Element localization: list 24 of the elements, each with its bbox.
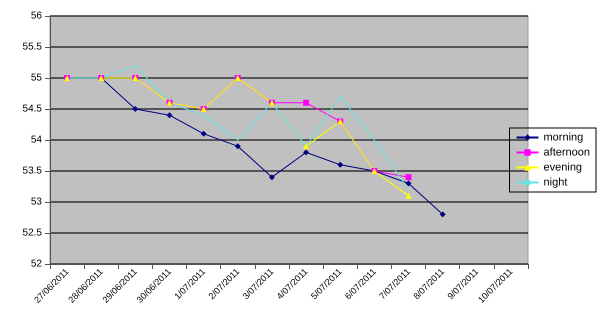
legend-label: morning [544,132,584,144]
legend-label: afternoon [544,146,590,158]
point [200,130,207,137]
legend-label: evening [544,162,582,174]
y-tick-label: 56 [30,10,42,22]
point [440,211,446,218]
y-tick-label: 53 [30,196,42,208]
y-tick-label: 55.5 [22,42,42,52]
y-tick-label: 52 [30,258,42,270]
y-tick-label: 52.5 [22,228,42,238]
point [303,100,310,106]
y-tick-label: 55 [30,72,42,84]
point [234,143,241,150]
y-tick-label: 54 [30,134,42,146]
point [166,112,172,118]
point [406,180,412,186]
y-tick-label: 54.5 [22,104,42,114]
point [337,162,344,168]
point [406,174,412,180]
point [303,149,310,156]
y-tick-label: 53.5 [22,166,42,176]
point [132,106,138,112]
point [268,174,275,180]
legend-label: night [544,176,568,188]
